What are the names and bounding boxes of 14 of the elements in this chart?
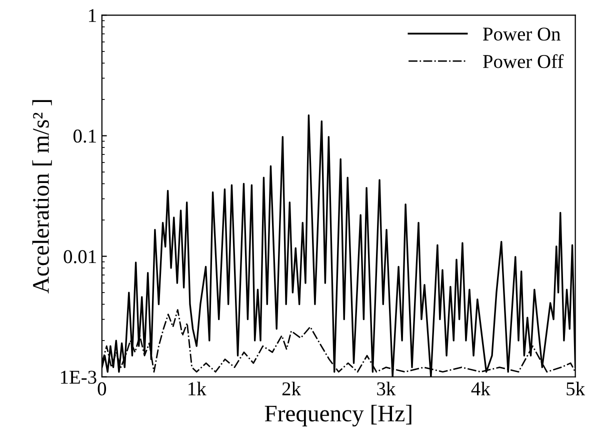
y-tick-label: 1E-3 [60,370,96,384]
x-tick-label: 2k [282,382,302,396]
legend-label: Power Off [483,54,564,68]
y-axis-title: Acceleration [ m/s² ] [32,100,52,294]
x-tick-label: 3k [377,382,396,396]
legend-label: Power On [483,28,560,41]
x-tick-label: 1k [188,382,206,396]
x-axis-title: Frequency [Hz] [264,404,412,426]
y-tick-label: 0.01 [64,250,96,264]
y-tick-label: 1 [89,9,96,22]
y-tick-label: 0.1 [74,130,96,143]
x-tick-label: 4k [471,382,490,396]
x-tick-label: 5k [566,382,586,396]
x-tick-label: 0 [98,382,106,396]
